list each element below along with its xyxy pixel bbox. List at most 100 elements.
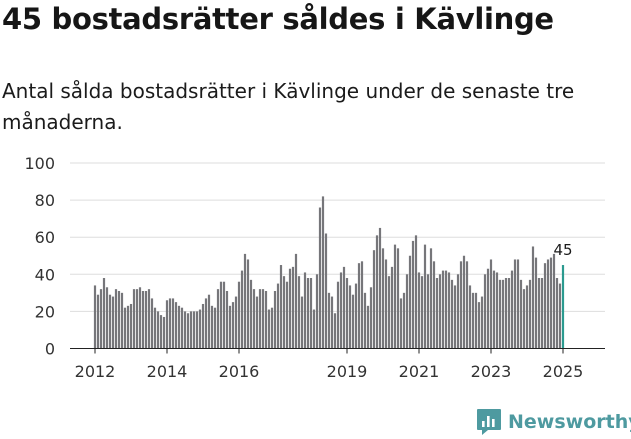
bar-118 xyxy=(447,272,451,349)
bar-152 xyxy=(549,257,553,349)
bar-147 xyxy=(534,257,538,349)
bar-16 xyxy=(141,290,145,349)
bar-41 xyxy=(216,289,220,349)
bar-66 xyxy=(291,266,295,349)
bar-1 xyxy=(96,294,100,349)
value-labels: 45 xyxy=(553,241,572,259)
bar-30 xyxy=(183,311,187,349)
bar-143 xyxy=(522,289,526,349)
y-tick-label-20: 20 xyxy=(35,302,55,321)
bars xyxy=(93,196,565,349)
bar-134 xyxy=(495,272,499,349)
bar-11 xyxy=(126,305,130,349)
bar-23 xyxy=(162,316,166,349)
newsworthy-logo-icon xyxy=(477,409,501,435)
bar-141 xyxy=(516,259,520,349)
bar-76 xyxy=(321,196,325,349)
bar-68 xyxy=(297,276,301,349)
bar-38 xyxy=(207,294,211,349)
bar-80 xyxy=(333,313,337,349)
bar-132 xyxy=(489,259,493,349)
bar-100 xyxy=(393,244,397,349)
bar-35 xyxy=(198,309,202,349)
bar-29 xyxy=(180,307,184,349)
bar-49 xyxy=(240,270,244,349)
bar-154 xyxy=(555,278,559,349)
bar-56 xyxy=(261,289,265,349)
y-tick-label-0: 0 xyxy=(45,340,55,359)
bar-19 xyxy=(150,298,154,349)
bar-40 xyxy=(213,307,217,349)
bar-36 xyxy=(201,303,205,349)
bar-144 xyxy=(525,285,529,349)
bar-124 xyxy=(465,261,469,349)
bar-2 xyxy=(99,289,103,349)
bar-18 xyxy=(147,289,151,349)
bar-26 xyxy=(171,298,175,349)
x-tick-label-2014: 2014 xyxy=(147,362,188,381)
bar-131 xyxy=(486,268,490,349)
bar-133 xyxy=(492,270,496,349)
bar-95 xyxy=(378,227,382,349)
bar-110 xyxy=(423,244,427,349)
bar-137 xyxy=(504,278,508,349)
y-tick-label-60: 60 xyxy=(35,228,55,247)
newsworthy-logo-text: Newsworthy xyxy=(508,411,631,433)
bar-116 xyxy=(441,270,445,349)
bar-61 xyxy=(276,283,280,349)
bar-106 xyxy=(411,240,415,349)
bar-63 xyxy=(282,276,286,349)
bar-120 xyxy=(453,285,457,349)
bar-90 xyxy=(363,292,367,349)
bar-51 xyxy=(246,259,250,349)
x-tick-label-2012: 2012 xyxy=(75,362,116,381)
bar-148 xyxy=(537,278,541,349)
bar-27 xyxy=(174,302,178,349)
bar-52 xyxy=(249,279,253,349)
bar-135 xyxy=(498,279,502,349)
bar-93 xyxy=(372,250,376,349)
bar-96 xyxy=(381,248,385,349)
bar-107 xyxy=(414,235,418,349)
bar-102 xyxy=(399,298,403,349)
bar-81 xyxy=(336,281,340,349)
bar-128 xyxy=(477,302,481,349)
bar-129 xyxy=(480,296,484,349)
bar-112 xyxy=(429,248,433,349)
newsworthy-logo: Newsworthy xyxy=(476,408,631,436)
bar-117 xyxy=(444,270,448,349)
bar-99 xyxy=(390,266,394,349)
bar-108 xyxy=(417,272,421,349)
bar-37 xyxy=(204,298,208,349)
bar-67 xyxy=(294,253,298,349)
bar-89 xyxy=(360,261,364,349)
x-axis-ticks: 2012 2014 2016 2019 2021 2023 2025 xyxy=(75,348,584,381)
bar-151 xyxy=(546,259,550,349)
bar-31 xyxy=(186,313,190,349)
bar-121 xyxy=(456,274,460,349)
bar-58 xyxy=(267,309,271,349)
bar-47 xyxy=(234,296,238,349)
x-tick-label-2025: 2025 xyxy=(543,362,584,381)
bar-140 xyxy=(513,259,517,349)
bar-87 xyxy=(354,283,358,349)
bar-75 xyxy=(318,207,322,349)
bar-0 xyxy=(93,285,97,349)
bar-109 xyxy=(420,276,424,349)
bar-85 xyxy=(348,285,352,349)
bar-88 xyxy=(357,263,361,349)
y-tick-label-100: 100 xyxy=(24,154,55,173)
bar-126 xyxy=(471,292,475,349)
x-tick-label-2023: 2023 xyxy=(471,362,512,381)
bar-136 xyxy=(501,279,505,349)
chart-title: 45 bostadsrätter såldes i Kävlinge xyxy=(2,2,554,36)
bar-42 xyxy=(219,281,223,349)
x-tick-label-2021: 2021 xyxy=(399,362,440,381)
bar-84 xyxy=(345,278,349,349)
bar-91 xyxy=(366,305,370,349)
bar-13 xyxy=(132,289,136,349)
bar-33 xyxy=(192,311,196,349)
bar-72 xyxy=(309,278,313,349)
bar-50 xyxy=(243,253,247,349)
bar-4 xyxy=(105,287,109,349)
